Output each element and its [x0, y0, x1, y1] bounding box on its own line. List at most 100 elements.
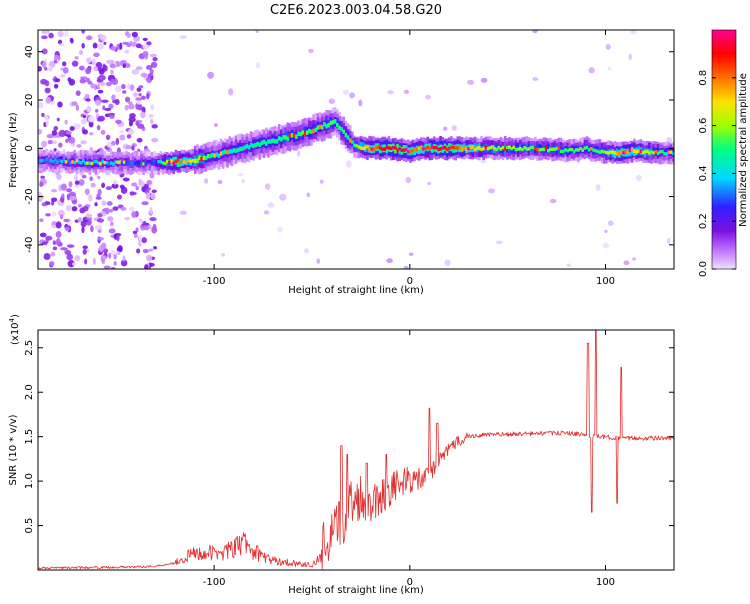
ridge-cell — [652, 151, 656, 155]
noise-cell — [124, 104, 129, 111]
noise-cell — [93, 83, 97, 91]
noise-cell — [444, 259, 451, 266]
noise-cell — [108, 252, 112, 259]
y-tick-label: 2.0 — [24, 384, 35, 400]
ridge-cell — [288, 133, 292, 139]
ridge-cell — [204, 155, 208, 161]
ridge-cell — [650, 150, 653, 154]
ridge-cell — [221, 150, 225, 155]
ridge-cell — [389, 146, 393, 151]
noise-cell — [78, 65, 85, 71]
ridge-cell — [463, 146, 466, 150]
noise-cell — [149, 217, 157, 222]
ridge-cell — [161, 161, 165, 165]
noise-cell — [142, 43, 150, 50]
noise-cell — [113, 251, 119, 255]
noise-cell — [50, 101, 55, 105]
ridge-cell — [555, 146, 559, 155]
ridge-cell — [654, 149, 658, 154]
ridge-cell — [144, 162, 148, 166]
ridge-cell — [178, 161, 182, 165]
noise-cell — [345, 160, 352, 168]
noise-cell — [73, 123, 81, 130]
ridge-cell — [361, 142, 365, 150]
ridge-cell — [374, 145, 378, 150]
ridge-cell — [445, 147, 449, 152]
noise-cell — [106, 141, 113, 148]
ridge-cell — [598, 150, 602, 154]
ridge-cell — [323, 122, 326, 127]
noise-cell — [69, 195, 77, 201]
ridge-cell — [226, 150, 229, 155]
noise-cell — [38, 66, 42, 72]
ridge-cell — [527, 147, 531, 151]
ridge-cell — [480, 143, 483, 152]
ridge-cell — [211, 152, 214, 158]
noise-cell — [124, 49, 130, 54]
ridge-cell — [295, 134, 298, 139]
ridge-cell — [286, 136, 290, 141]
noise-cell — [85, 35, 93, 41]
noise-cell — [65, 138, 69, 143]
noise-cell — [90, 182, 96, 188]
ridge-cell — [73, 160, 76, 165]
noise-cell — [60, 247, 68, 251]
noise-cell — [135, 43, 142, 49]
noise-cell — [47, 65, 53, 72]
snr-plot-area — [38, 330, 674, 570]
noise-cell — [80, 76, 88, 80]
ridge-cell — [346, 135, 350, 140]
noise-cell — [623, 260, 630, 266]
noise-cell — [102, 105, 106, 111]
noise-cell — [386, 258, 393, 264]
noise-cell — [303, 248, 310, 254]
noise-cell — [41, 61, 47, 69]
noise-cell — [45, 96, 52, 104]
ridge-cell — [592, 148, 595, 152]
ridge-cell — [387, 146, 391, 150]
noise-cell — [221, 252, 225, 257]
noise-cell — [255, 62, 260, 69]
noise-cell — [102, 255, 107, 260]
ridge-cell — [148, 159, 152, 168]
ridge-cell — [185, 160, 188, 164]
noise-cell — [629, 30, 637, 35]
ridge-cell — [407, 150, 410, 154]
ridge-cell — [183, 160, 186, 164]
ridge-cell — [69, 161, 72, 165]
noise-cell — [152, 56, 158, 62]
ridge-cell — [299, 131, 303, 137]
noise-cell — [114, 98, 120, 106]
ridge-cell — [82, 158, 85, 167]
noise-cell — [74, 180, 80, 185]
noise-cell — [151, 137, 159, 143]
ridge-cell — [400, 148, 404, 153]
colorbar-ticks: 0.0 0.2 0.4 0.6 0.8 — [698, 70, 736, 277]
noise-cell — [109, 221, 114, 227]
ridge-cell — [114, 160, 117, 164]
ridge-cell — [146, 160, 150, 164]
ridge-cell — [198, 155, 201, 160]
snr-x-axis-label: Height of straight line (km) — [288, 585, 424, 596]
ridge-cell — [133, 158, 137, 166]
colorbar-gradient — [711, 29, 737, 270]
ridge-cell — [155, 161, 158, 165]
ridge-cell — [577, 148, 580, 152]
ridge-cell — [62, 158, 66, 162]
noise-cell — [237, 172, 244, 177]
noise-cell — [403, 265, 409, 269]
noise-cell — [81, 30, 86, 34]
noise-cell — [98, 69, 105, 75]
ridge-cell — [127, 161, 130, 165]
ridge-cell — [409, 150, 412, 154]
noise-cell — [122, 63, 126, 69]
noise-cell — [135, 227, 139, 233]
ridge-cell — [439, 147, 442, 151]
noise-cell — [103, 265, 111, 269]
ridge-cell — [422, 147, 425, 151]
noise-cell — [207, 71, 215, 79]
ridge-cell — [342, 129, 346, 134]
ridge-cell — [430, 145, 434, 153]
noise-cell — [319, 179, 324, 184]
ridge-cell — [129, 161, 132, 165]
